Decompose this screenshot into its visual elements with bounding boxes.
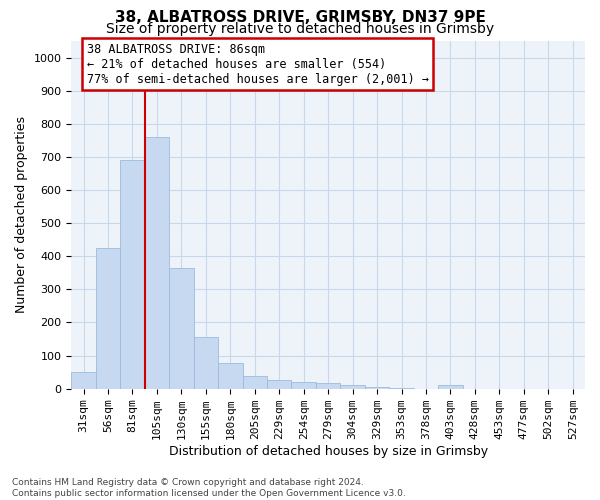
Text: 38, ALBATROSS DRIVE, GRIMSBY, DN37 9PE: 38, ALBATROSS DRIVE, GRIMSBY, DN37 9PE (115, 10, 485, 25)
Bar (120, 160, 145, 388)
Y-axis label: Number of detached properties: Number of detached properties (15, 116, 28, 314)
Bar (365, 386, 389, 388)
Bar (242, 376, 267, 388)
Bar (71, 372, 96, 388)
Text: 38 ALBATROSS DRIVE: 86sqm
← 21% of detached houses are smaller (554)
77% of semi: 38 ALBATROSS DRIVE: 86sqm ← 21% of detac… (86, 42, 428, 86)
Bar (194, 338, 218, 388)
Text: Contains HM Land Registry data © Crown copyright and database right 2024.
Contai: Contains HM Land Registry data © Crown c… (12, 478, 406, 498)
Text: Size of property relative to detached houses in Grimsby: Size of property relative to detached ho… (106, 22, 494, 36)
Bar (267, 380, 292, 388)
Bar (145, 137, 169, 388)
Bar (340, 386, 365, 388)
Bar (438, 386, 463, 388)
Bar (316, 383, 340, 388)
Bar (292, 382, 316, 388)
X-axis label: Distribution of detached houses by size in Grimsby: Distribution of detached houses by size … (169, 444, 488, 458)
Bar (218, 363, 242, 388)
Bar (169, 268, 194, 388)
Bar (96, 248, 120, 388)
